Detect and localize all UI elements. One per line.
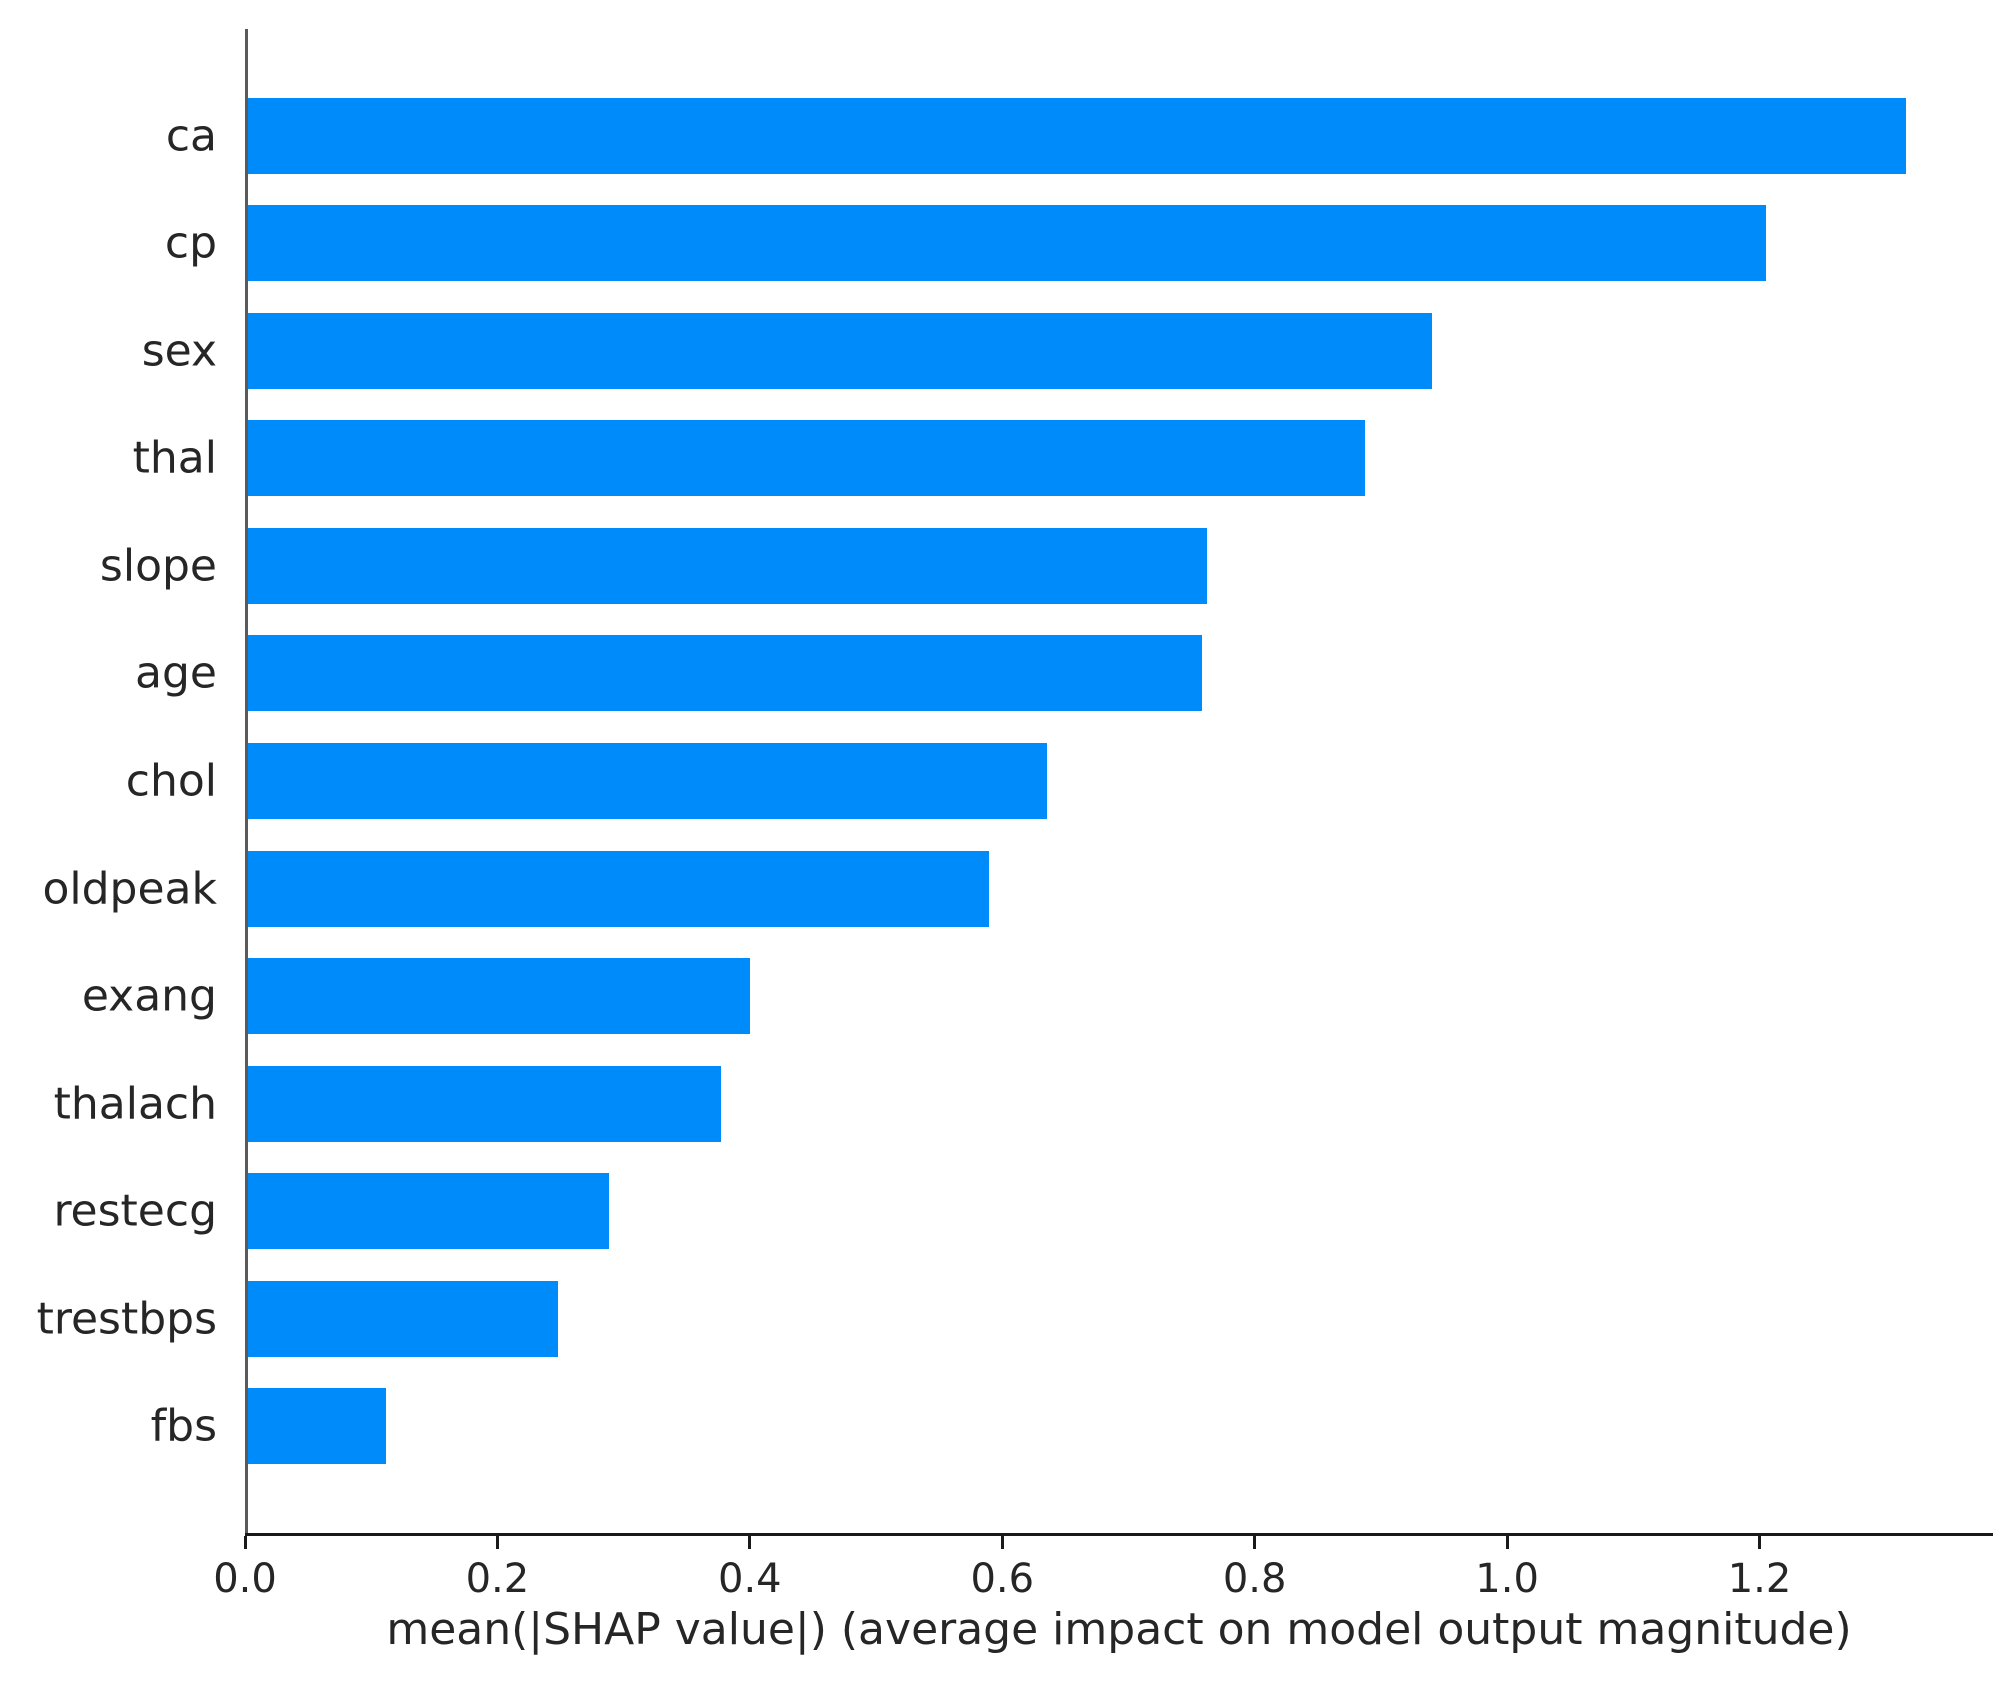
x-tick-mark-1.0 [1505, 1536, 1509, 1549]
y-tick-label-slope: slope [99, 540, 217, 592]
x-tick-label-1.0: 1.0 [1475, 1556, 1539, 1602]
x-tick-mark-0.4 [748, 1536, 752, 1549]
y-tick-label-age: age [135, 647, 217, 699]
y-tick-label-ca: ca [165, 110, 217, 162]
bar-sex [248, 312, 1432, 389]
y-tick-label-chol: chol [125, 755, 217, 807]
bar-age [248, 635, 1202, 712]
x-tick-label-0.0: 0.0 [213, 1556, 277, 1602]
x-tick-label-0.4: 0.4 [718, 1556, 782, 1602]
x-tick-label-0.2: 0.2 [465, 1556, 530, 1602]
x-axis-spine [245, 1533, 1993, 1536]
bar-chol [248, 742, 1047, 819]
x-tick-mark-1.2 [1758, 1536, 1761, 1549]
x-tick-label-0.6: 0.6 [970, 1556, 1035, 1602]
plot-area [245, 29, 1993, 1533]
y-tick-label-oldpeak: oldpeak [42, 863, 217, 915]
bar-fbs [248, 1388, 386, 1465]
y-tick-label-sex: sex [141, 325, 217, 377]
x-tick-label-1.2: 1.2 [1727, 1556, 1792, 1602]
y-axis-spine [245, 29, 248, 1536]
x-tick-mark-0.8 [1253, 1536, 1257, 1549]
y-tick-label-thal: thal [132, 432, 217, 484]
x-tick-label-0.8: 0.8 [1222, 1556, 1287, 1602]
bar-slope [248, 527, 1207, 604]
bar-trestbps [248, 1280, 558, 1357]
x-tick-mark-0.6 [1000, 1536, 1004, 1549]
bar-thal [248, 420, 1365, 497]
x-axis-title: mean(|SHAP value|) (average impact on mo… [386, 1604, 1852, 1655]
y-tick-label-exang: exang [81, 970, 217, 1022]
y-tick-label-thalach: thalach [53, 1078, 217, 1130]
y-tick-label-cp: cp [164, 217, 217, 269]
bar-oldpeak [248, 850, 989, 927]
y-tick-label-trestbps: trestbps [36, 1293, 217, 1345]
bar-thalach [248, 1065, 721, 1142]
y-tick-label-restecg: restecg [53, 1185, 217, 1237]
y-tick-label-fbs: fbs [150, 1400, 217, 1452]
bar-restecg [248, 1173, 609, 1250]
x-tick-mark-0.2 [495, 1536, 499, 1549]
bar-ca [248, 97, 1906, 174]
bar-cp [248, 205, 1766, 282]
x-tick-mark-0.0 [243, 1536, 247, 1549]
bar-exang [248, 958, 750, 1035]
